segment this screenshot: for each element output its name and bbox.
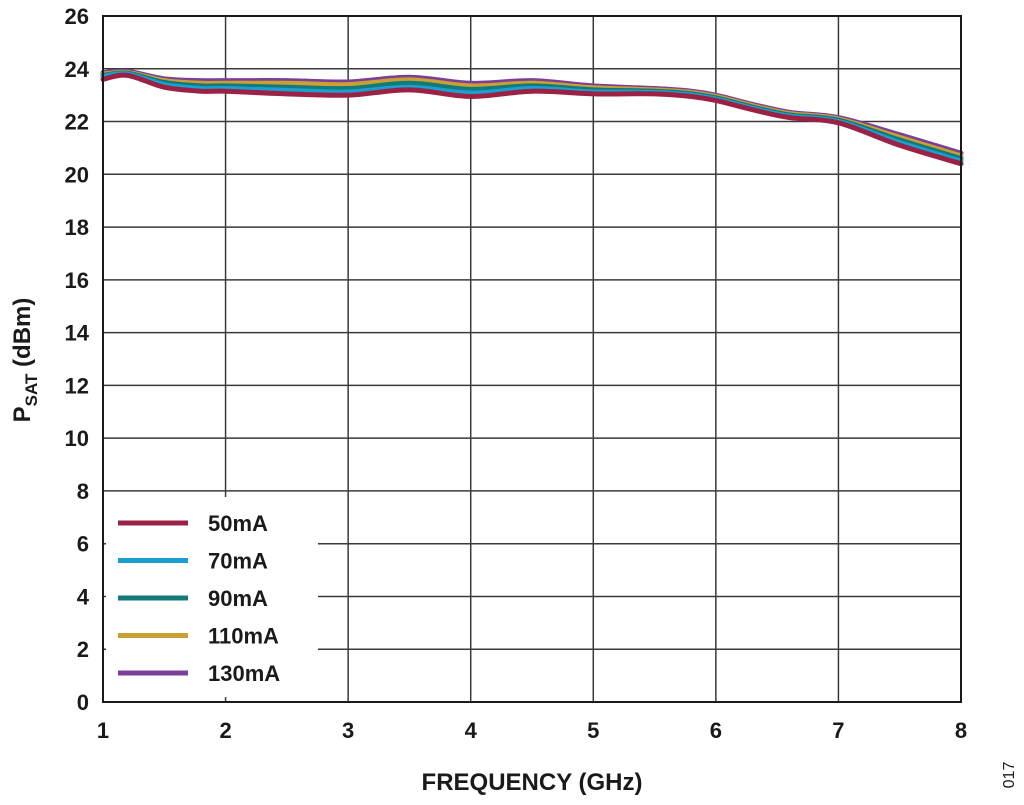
x-tick-label: 7 (832, 718, 844, 743)
y-tick-label: 16 (65, 268, 89, 293)
legend-label: 130mA (208, 661, 280, 686)
y-tick-label: 18 (65, 215, 89, 240)
y-tick-label: 0 (77, 690, 89, 715)
x-tick-label: 4 (465, 718, 478, 743)
y-tick-label: 8 (77, 479, 89, 504)
legend-label: 50mA (208, 511, 268, 536)
legend-label: 90mA (208, 586, 268, 611)
y-tick-label: 10 (65, 426, 89, 451)
y-tick-label: 20 (65, 162, 89, 187)
y-tick-label: 4 (77, 584, 90, 609)
y-tick-label: 24 (65, 57, 90, 82)
y-axis-title: PSAT (dBm) (9, 298, 41, 423)
x-tick-label: 8 (955, 718, 967, 743)
x-tick-label: 1 (97, 718, 109, 743)
figure-id: 017 (1001, 762, 1018, 789)
y-tick-label: 12 (65, 373, 89, 398)
series-lines (100, 68, 964, 167)
y-axis-title-unit: (dBm) (9, 298, 36, 374)
legend-label: 70mA (208, 549, 268, 574)
x-tick-labels: 1 2 3 4 5 6 7 8 (97, 718, 967, 743)
plot-frame (102, 15, 962, 703)
legend: 50mA 70mA 90mA 110mA 130mA (106, 497, 318, 697)
x-tick-label: 6 (710, 718, 722, 743)
y-axis-title-subscript: SAT (22, 373, 41, 406)
y-tick-label: 26 (65, 4, 89, 29)
x-axis-title: FREQUENCY (GHz) (422, 769, 643, 796)
legend-label: 110mA (208, 624, 279, 649)
series-line-50ma (100, 72, 964, 167)
x-tick-label: 3 (342, 718, 354, 743)
y-axis-title-base: P (9, 406, 36, 422)
y-tick-label: 14 (65, 321, 90, 346)
x-tick-label: 2 (219, 718, 231, 743)
y-tick-label: 22 (65, 110, 89, 135)
y-tick-label: 6 (77, 532, 89, 557)
x-tick-label: 5 (587, 718, 599, 743)
y-tick-label: 2 (77, 637, 89, 662)
